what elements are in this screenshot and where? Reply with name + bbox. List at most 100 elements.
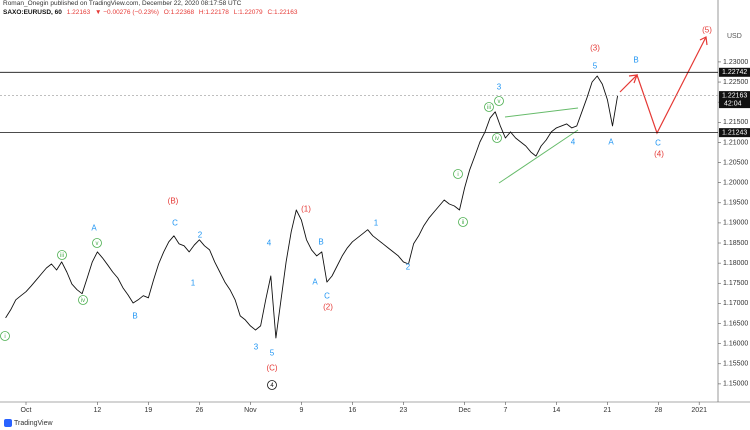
logo <box>4 419 12 427</box>
footer-text: TradingView <box>14 419 53 427</box>
arrow-head <box>628 74 638 84</box>
x-tick-label: 21 <box>604 407 612 414</box>
chart: USD 1.15000 1.15500 1.16000 1.16500 1.17000 1… <box>0 0 750 414</box>
x-tick-label: 12 <box>94 407 102 414</box>
x-tick-label: 28 <box>655 407 663 414</box>
wave-label: 2 <box>198 231 203 240</box>
y-tick-label: 1.20500 <box>723 159 748 166</box>
last: 1.22163 <box>66 9 91 16</box>
wave-label: v <box>498 99 501 105</box>
y-tick-label: 1.19500 <box>723 200 748 207</box>
annotation-ring <box>267 380 277 390</box>
symbol-line: SAXO:EURUSD, 60 1.22163 ▼ −0.00276 (−0.2… <box>3 9 300 16</box>
low: L:1.22079 <box>233 9 263 16</box>
countdown: 42:04 <box>724 100 742 107</box>
y-tick-label: 1.16000 <box>723 340 748 347</box>
level-label: 1.22742 <box>722 69 747 76</box>
annotation-ring <box>57 250 67 260</box>
wave-label: A <box>91 224 97 233</box>
wave-label: 4 <box>571 138 576 147</box>
wave-label: 2 <box>406 263 411 272</box>
y-tick-label: 1.16500 <box>723 320 748 327</box>
x-tick-label: 14 <box>553 407 561 414</box>
wave-label: 4 <box>270 383 274 389</box>
publisher-line: Roman_Onegin published on TradingView.co… <box>3 0 244 7</box>
wave-label: C <box>172 219 178 228</box>
wave-label: C <box>655 139 661 148</box>
wave-label: B <box>132 312 137 321</box>
arrow-head <box>699 36 708 46</box>
y-tick-label: 1.15000 <box>723 381 748 388</box>
y-tick-label: 1.18500 <box>723 240 748 247</box>
x-tick-label: Oct <box>21 407 32 414</box>
projection-arrow <box>619 36 707 135</box>
x-tick-label: 16 <box>349 407 357 414</box>
wave-label: (C) <box>266 364 277 373</box>
wave-label: i <box>4 334 5 340</box>
wave-label: (4) <box>654 150 664 159</box>
y-tick-label: 1.21500 <box>723 119 748 126</box>
trend-line <box>498 129 579 184</box>
wave-label: 5 <box>270 349 275 358</box>
x-tick-label: 19 <box>145 407 153 414</box>
y-tick-label: 1.23000 <box>723 59 748 66</box>
wave-label: A <box>608 138 614 147</box>
wave-label: 1 <box>191 279 196 288</box>
wave-label: (5) <box>702 26 712 35</box>
annotation-ring <box>458 217 468 227</box>
wave-label: 5 <box>593 62 598 71</box>
wave-label: (B) <box>168 197 179 206</box>
annotation-ring <box>484 102 494 112</box>
wave-label: iv <box>81 298 85 304</box>
wave-label: (1) <box>301 205 311 214</box>
symbol: SAXO:EURUSD, 60 <box>3 9 62 16</box>
open: O:1.22368 <box>163 9 195 16</box>
publisher: Roman_Onegin published on TradingView.co… <box>3 0 242 7</box>
price-line <box>5 75 619 339</box>
annotation-ring <box>453 169 463 179</box>
wave-label: (2) <box>323 303 333 312</box>
level-box <box>719 67 750 77</box>
wave-label: B <box>633 56 638 65</box>
wave-label: 1 <box>374 219 379 228</box>
y-tick-label: 1.21000 <box>723 139 748 146</box>
wave-label: iv <box>495 136 499 142</box>
y-tick-label: 1.17500 <box>723 280 748 287</box>
x-tick-label: 7 <box>503 407 507 414</box>
change: ▼ −0.00276 (−0.23%) <box>95 9 159 16</box>
y-tick-label: 1.19000 <box>723 220 748 227</box>
x-tick-label: 26 <box>196 407 204 414</box>
wave-label: iii <box>60 253 64 259</box>
y-tick-label: 1.20000 <box>723 180 748 187</box>
wave-label: C <box>324 292 330 301</box>
wave-label: A <box>312 278 318 287</box>
x-tick-label: 2021 <box>691 407 707 414</box>
wave-label: iii <box>487 105 491 111</box>
y-tick-label: 1.18000 <box>723 260 748 267</box>
wave-label: 3 <box>254 343 259 352</box>
wave-label: i <box>457 172 458 178</box>
level-label: 1.21243 <box>722 129 747 136</box>
trend-line <box>504 107 579 118</box>
wave-label: B <box>318 238 323 247</box>
x-tick-label: 9 <box>299 407 303 414</box>
currency: USD <box>727 33 742 40</box>
wave-label: 4 <box>267 239 272 248</box>
annotation-ring <box>78 295 88 305</box>
annotation-ring <box>492 133 502 143</box>
y-tick-label: 1.22500 <box>723 79 748 86</box>
wave-label: (3) <box>590 44 600 53</box>
high: H:1.22178 <box>198 9 229 16</box>
annotation-ring <box>494 96 504 106</box>
wave-label: 3 <box>497 83 502 92</box>
level-box <box>719 128 750 138</box>
wave-label: v <box>96 241 99 247</box>
wave-label: ii <box>462 220 465 226</box>
close: C:1.22163 <box>267 9 298 16</box>
y-tick-label: 1.15500 <box>723 361 748 368</box>
x-tick-label: 23 <box>400 407 408 414</box>
last-price-label: 1.22163 <box>722 92 747 99</box>
last-price-box <box>719 91 750 109</box>
footer: TradingView <box>4 419 53 427</box>
